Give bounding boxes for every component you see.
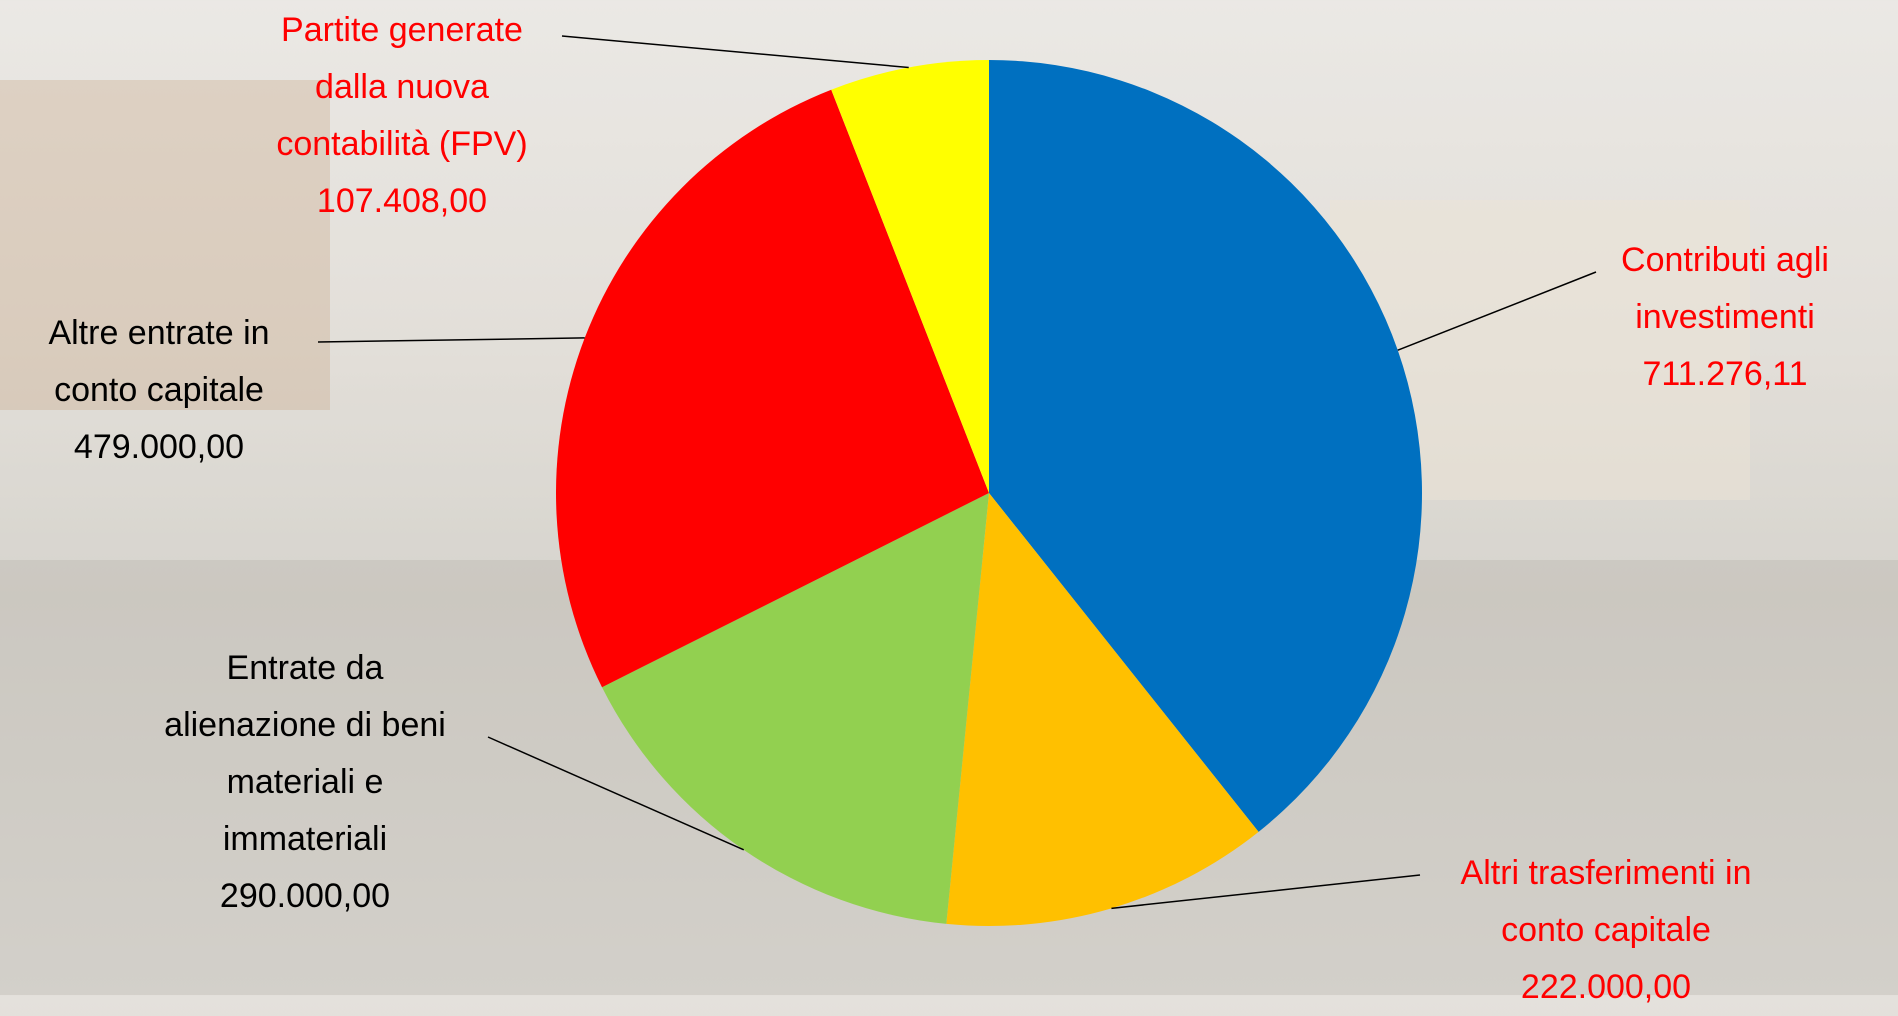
value-label: 290.000,00 — [219, 877, 391, 915]
category-label: Altri trasferimenti in conto capitale — [1460, 854, 1752, 949]
value-label: 479.000,00 — [73, 428, 245, 466]
pie-slice — [555, 89, 989, 688]
category-label: Altre entrate in conto capitale — [48, 314, 270, 409]
slice-label: Altre entrate in conto capitale 479.000,0… — [34, 305, 284, 476]
category-label: Partite generate dalla nuova contabilità… — [276, 11, 528, 163]
pie-slice — [831, 60, 989, 493]
leader-line — [317, 337, 585, 343]
pie-slice — [989, 60, 1422, 832]
leader-line — [1397, 271, 1597, 351]
chart — [0, 35, 1898, 995]
slice-label: Altri trasferimenti in conto capitale 222… — [1451, 845, 1761, 1016]
value-label: 711.276,11 — [1642, 355, 1808, 393]
leader-line — [561, 35, 909, 69]
pie-slice — [946, 493, 1259, 926]
category-label: Entrate da alienazione di beni materiali… — [164, 649, 446, 858]
pie-slice — [602, 493, 989, 924]
value-label: 222.000,00 — [1520, 968, 1692, 1006]
background-building — [0, 80, 330, 410]
value-label: 107.408,00 — [316, 182, 488, 220]
leader-line — [1111, 874, 1421, 910]
slice-label: Contributi agli investimenti 711.276,11 — [1595, 232, 1855, 403]
slice-label: Entrate da alienazione di beni materiali… — [155, 640, 455, 925]
leader-line — [487, 736, 745, 851]
category-label: Contributi agli investimenti — [1621, 241, 1829, 336]
slice-label: Partite generate dalla nuova contabilità… — [267, 2, 537, 230]
